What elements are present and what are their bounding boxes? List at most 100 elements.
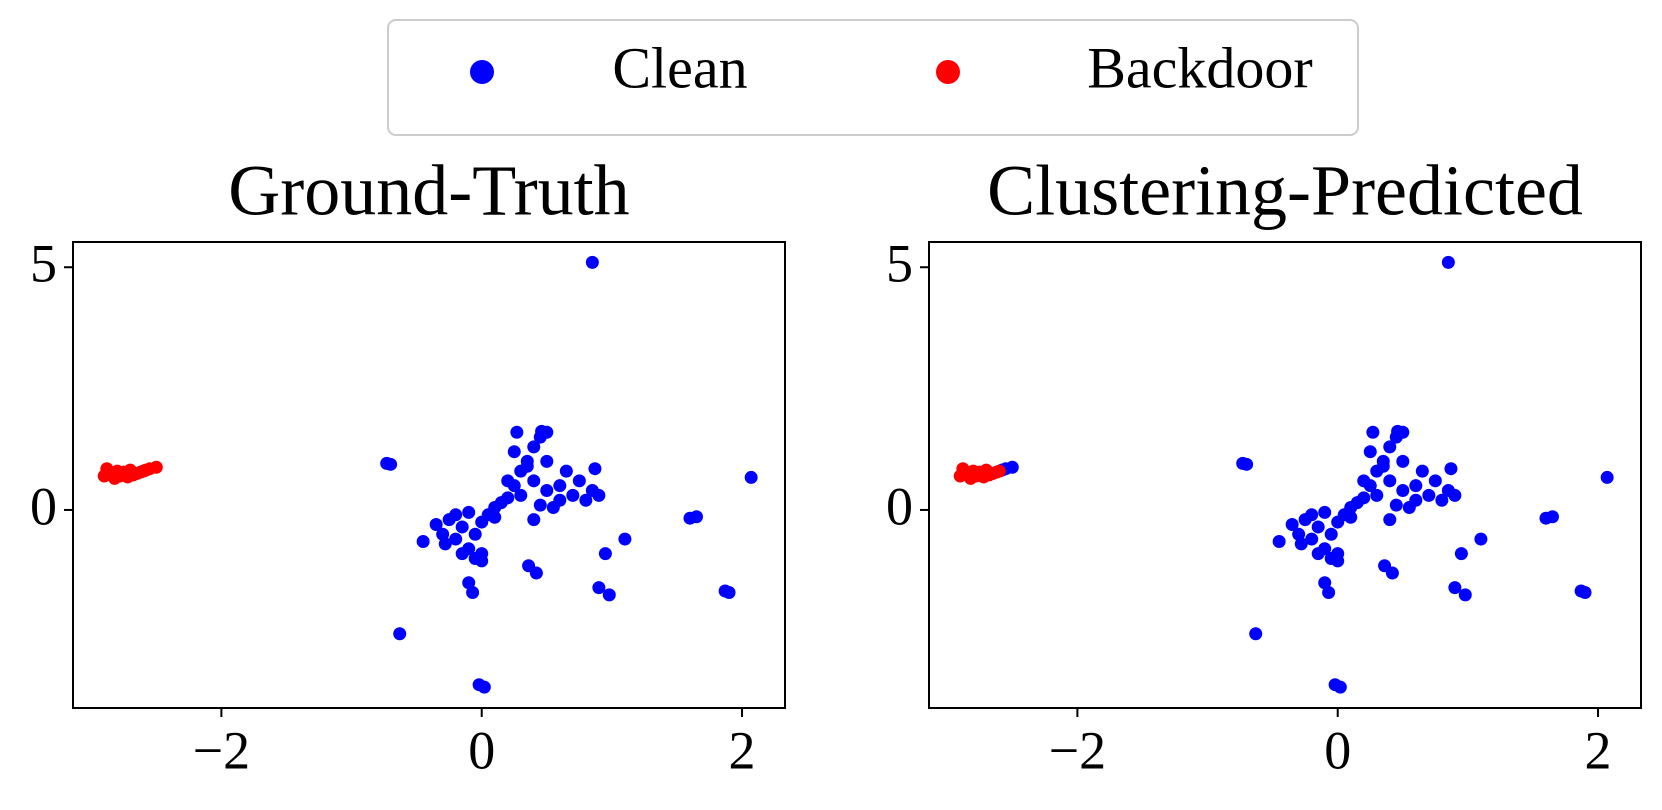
scatter-point xyxy=(1600,470,1614,484)
scatter-point xyxy=(1357,491,1371,505)
scatter-point xyxy=(416,535,430,549)
x-tick-label: 0 xyxy=(1324,720,1351,780)
scatter-point xyxy=(1249,627,1263,641)
scatter-point xyxy=(689,510,703,524)
scatter-point xyxy=(1474,532,1488,546)
scatter-point xyxy=(1324,527,1338,541)
chart-title: Clustering-Predicted xyxy=(987,151,1583,231)
scatter-point xyxy=(1389,498,1403,512)
scatter-point xyxy=(602,588,616,602)
scatter-point xyxy=(1435,493,1449,507)
scatter-point xyxy=(1428,474,1442,488)
scatter-point xyxy=(1366,425,1380,439)
scatter-point xyxy=(1311,547,1325,561)
scatter-point xyxy=(1578,585,1592,599)
scatter-point xyxy=(1409,493,1423,507)
scatter-point xyxy=(455,520,469,534)
scatter-point xyxy=(520,459,534,473)
scatter-point xyxy=(468,527,482,541)
chart-title: Ground-Truth xyxy=(228,151,629,231)
scatter-point xyxy=(1441,255,1455,269)
scatter-point xyxy=(592,581,606,595)
scatter-point xyxy=(579,493,593,507)
scatter-point xyxy=(449,508,463,522)
scatter-point xyxy=(722,585,736,599)
scatter-point xyxy=(149,460,163,474)
x-tick-label: 0 xyxy=(468,720,495,780)
axes-frame xyxy=(928,241,1642,709)
scatter-point xyxy=(438,537,452,551)
scatter-point xyxy=(455,547,469,561)
scatter-point xyxy=(540,484,554,498)
scatter-point xyxy=(744,470,758,484)
scatter-point xyxy=(507,445,521,459)
scatter-point xyxy=(540,425,554,439)
scatter-point xyxy=(585,255,599,269)
y-tick-label: 5 xyxy=(886,234,913,294)
scatter-point xyxy=(393,627,407,641)
scatter-point xyxy=(1272,535,1286,549)
x-tick-label: −2 xyxy=(1049,720,1106,780)
legend-label: Clean xyxy=(612,35,747,100)
scatter-point xyxy=(475,554,489,568)
y-tick-label: 0 xyxy=(30,476,57,536)
scatter-point xyxy=(572,474,586,488)
x-tick-label: 2 xyxy=(1585,720,1612,780)
scatter-point xyxy=(592,488,606,502)
scatter-point xyxy=(527,440,541,454)
scatter-point xyxy=(1305,532,1319,546)
scatter-point xyxy=(1383,440,1397,454)
scatter-point xyxy=(553,493,567,507)
scatter-point xyxy=(1005,460,1019,474)
scatter-point xyxy=(553,479,567,493)
scatter-point xyxy=(1357,474,1371,488)
scatter-point xyxy=(1448,488,1462,502)
scatter-point xyxy=(462,505,476,519)
scatter-point xyxy=(1458,588,1472,602)
y-tick-label: 0 xyxy=(886,476,913,536)
scatter-point xyxy=(598,547,612,561)
scatter-point xyxy=(510,425,524,439)
scatter-point xyxy=(1322,585,1336,599)
scatter-point xyxy=(1383,474,1397,488)
scatter-point xyxy=(1294,537,1308,551)
scatter-point xyxy=(1396,454,1410,468)
scatter-point xyxy=(1370,488,1384,502)
scatter-point xyxy=(429,518,443,532)
scatter-point xyxy=(488,510,502,524)
legend-marker xyxy=(470,60,494,84)
scatter-point xyxy=(1422,488,1436,502)
scatter-point xyxy=(1240,457,1254,471)
scatter-point xyxy=(1311,520,1325,534)
scatter-point xyxy=(533,498,547,512)
scatter-point xyxy=(559,464,573,478)
scatter-point xyxy=(1285,518,1299,532)
scatter-point xyxy=(1305,508,1319,522)
scatter-point xyxy=(1415,464,1429,478)
legend-box xyxy=(387,19,1359,136)
scatter-point xyxy=(540,454,554,468)
scatter-point xyxy=(566,488,580,502)
scatter-point xyxy=(384,457,398,471)
scatter-point xyxy=(588,462,602,476)
scatter-point xyxy=(1331,554,1345,568)
scatter-point xyxy=(1318,505,1332,519)
scatter-point xyxy=(618,532,632,546)
scatter-point xyxy=(514,488,528,502)
scatter-point xyxy=(527,513,541,527)
y-tick-label: 5 xyxy=(30,234,57,294)
scatter-point xyxy=(1376,459,1390,473)
scatter-point xyxy=(1363,445,1377,459)
legend-label: Backdoor xyxy=(1087,35,1313,100)
scatter-point xyxy=(466,585,480,599)
scatter-point xyxy=(1448,581,1462,595)
scatter-point xyxy=(1344,510,1358,524)
legend-marker xyxy=(936,60,960,84)
scatter-point xyxy=(1454,547,1468,561)
scatter-point xyxy=(501,491,515,505)
scatter-point xyxy=(501,474,515,488)
scatter-point xyxy=(477,680,491,694)
scatter-point xyxy=(527,474,541,488)
scatter-point xyxy=(1385,566,1399,580)
